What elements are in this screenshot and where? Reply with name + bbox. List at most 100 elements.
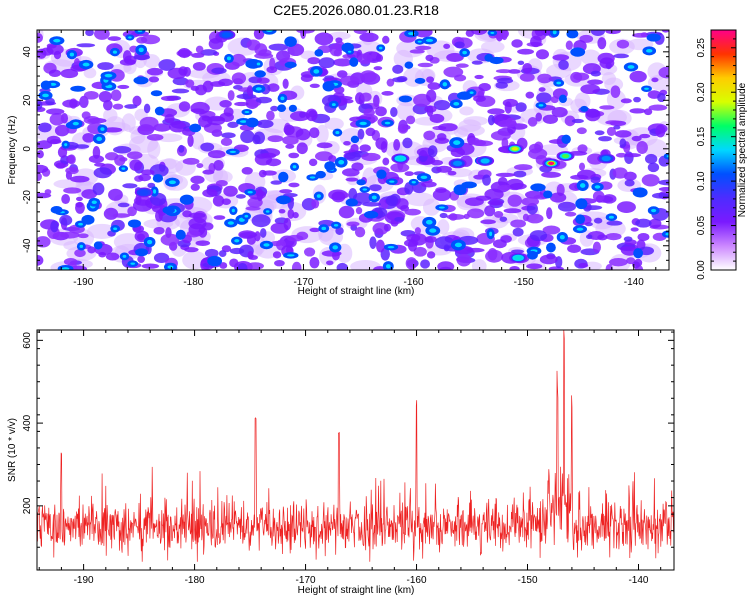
spectrogram-cell (178, 66, 188, 76)
spectrogram-cell (133, 54, 151, 61)
spectrogram-cell (110, 89, 122, 102)
spectrogram-cell (570, 47, 586, 57)
colorbar-tick-label: 0.25 (696, 38, 707, 58)
spectrogram-cell (130, 262, 136, 265)
spectrogram-cell (360, 92, 372, 102)
spectrogram-cell (546, 207, 553, 220)
x-tick-label: -170 (293, 277, 313, 288)
spectrogram-cell (590, 176, 601, 184)
spectrogram-cell (381, 91, 394, 96)
spectrogram-cell (336, 70, 348, 78)
x-tick-label: -150 (514, 277, 534, 288)
x-tick-label: -140 (624, 277, 644, 288)
spectrogram-cell (179, 194, 194, 205)
spectrogram-cell (376, 169, 387, 179)
spectrogram-cell (229, 247, 245, 255)
spectrogram-cell (425, 219, 433, 225)
spectrogram-cell (283, 124, 295, 136)
spectrogram-cell (287, 254, 295, 257)
spectrogram-cell (443, 66, 464, 78)
spectrogram-cell (509, 183, 527, 190)
spectrogram-cell (335, 131, 340, 135)
spectrogram-cell (149, 164, 169, 177)
spectrogram-cell (44, 189, 52, 195)
spectrogram-cell (432, 188, 452, 202)
spectrogram-cell (246, 262, 264, 270)
spectrogram-cell (37, 236, 51, 248)
spectrogram-cell (453, 102, 460, 106)
spectrogram-cell (121, 167, 126, 170)
spectrogram-cell (655, 124, 666, 138)
spectrogram-cell (332, 245, 339, 250)
spectrogram-cell (289, 111, 310, 122)
spectrogram-cell (220, 137, 233, 146)
spectrogram-cell (647, 162, 660, 173)
spectrogram-cell (497, 184, 514, 191)
spectrogram-cell (383, 223, 392, 232)
spectrogram-cell (309, 176, 316, 179)
spectrogram-cell (620, 98, 632, 104)
spectrogram-cell (154, 210, 163, 222)
spectrogram-cell (341, 168, 360, 177)
spectrogram-cell (566, 30, 579, 39)
spectrogram-cell (535, 112, 543, 122)
spectrogram-cell (167, 265, 174, 269)
spectrogram-cell (227, 121, 239, 128)
spectrogram-cell (75, 201, 85, 214)
spectrogram-y-axis: -40 -20 0 20 40 (22, 36, 669, 271)
spectrogram-cell (112, 103, 124, 110)
spectrogram-cell (103, 99, 113, 111)
spectrogram-cell (420, 259, 431, 269)
spectrogram-cell (525, 91, 535, 99)
spectrogram-cell (254, 70, 266, 78)
spectrogram-cell (644, 87, 649, 90)
spectrogram-cell (590, 30, 606, 36)
spectrogram-cell (345, 198, 358, 207)
spectrogram-cell (70, 175, 90, 183)
spectrogram-cell (371, 51, 378, 59)
spectrogram-cell (632, 261, 640, 269)
spectrogram-cell (315, 124, 329, 144)
spectrogram-cell (616, 201, 636, 213)
spectrogram-cell (231, 72, 247, 85)
spectrogram-cell (270, 222, 289, 234)
spectrogram-cell (246, 85, 254, 97)
spectrogram-cell (338, 205, 355, 219)
spectrogram-cell (599, 57, 615, 69)
spectrogram-cell (244, 214, 249, 218)
spectrogram-cell (509, 266, 520, 270)
spectrogram-cell (266, 110, 275, 121)
spectrogram-cell (229, 150, 237, 153)
spectrogram-cell (280, 96, 285, 101)
spectrogram-cell (663, 152, 669, 160)
spectrogram-cell (94, 162, 106, 167)
spectrogram-cell (81, 111, 91, 120)
spectrogram-hotspot (601, 155, 611, 162)
spectrogram-cell (50, 206, 63, 214)
spectrogram-cell (557, 201, 577, 212)
spectrogram-cell (570, 71, 583, 83)
spectrogram-cell (585, 108, 601, 122)
spectrogram-cell (112, 213, 131, 218)
spectrogram-cell (539, 254, 558, 265)
spectrogram-cell (153, 189, 157, 194)
spectrogram-cell (384, 121, 391, 125)
spectrogram-cell (421, 181, 437, 188)
spectrogram-cell (402, 137, 413, 149)
spectrogram-cell (425, 38, 434, 42)
spectrogram-cell (577, 144, 588, 154)
spectrogram-cell (311, 198, 320, 209)
spectrogram-cell (122, 183, 138, 189)
spectrogram-cell (605, 120, 621, 125)
spectrogram-cell (324, 161, 336, 171)
spectrogram-cell (454, 242, 462, 248)
spectrogram-cell (154, 106, 165, 116)
spectrogram-cell (192, 62, 206, 71)
spectrogram-cell (578, 262, 589, 268)
spectrogram-cell (223, 185, 238, 197)
spectrogram-cell (624, 153, 642, 158)
spectrogram-cell (375, 54, 384, 62)
spectrogram-cell (104, 73, 113, 78)
spectrogram-cell (40, 80, 52, 90)
spectrogram-cell (639, 133, 651, 139)
